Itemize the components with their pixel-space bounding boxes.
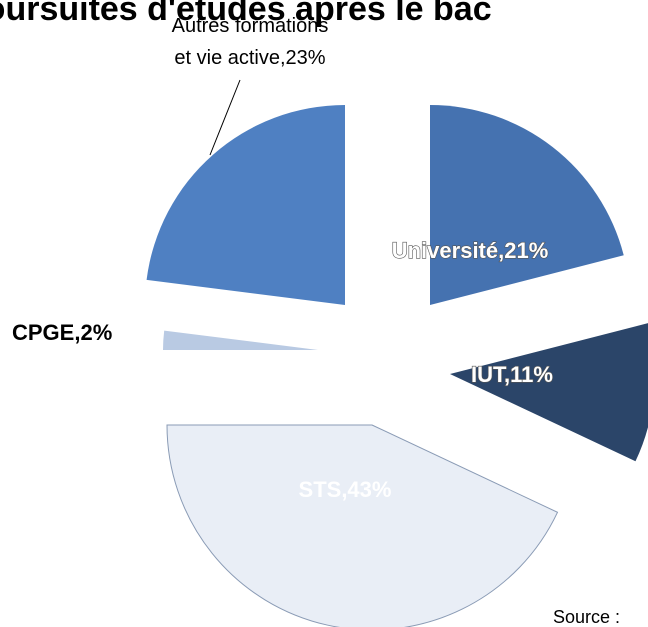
data-label: Université,21% <box>392 238 549 263</box>
pie-slice <box>166 424 559 627</box>
pie-slice <box>163 330 318 350</box>
pie-slice <box>430 105 624 305</box>
chart-title: Poursuites d'études après le bac <box>0 0 492 28</box>
data-label: Autres formations et vie active,23% <box>172 15 329 69</box>
data-label: STS,43% <box>299 477 392 502</box>
data-label: IUT,11% <box>471 362 553 387</box>
pie-slice <box>450 323 648 462</box>
leader-line <box>209 79 241 156</box>
source: Source : <box>553 607 620 627</box>
data-label: CPGE,2% <box>12 320 112 345</box>
pie-slice <box>146 105 345 305</box>
